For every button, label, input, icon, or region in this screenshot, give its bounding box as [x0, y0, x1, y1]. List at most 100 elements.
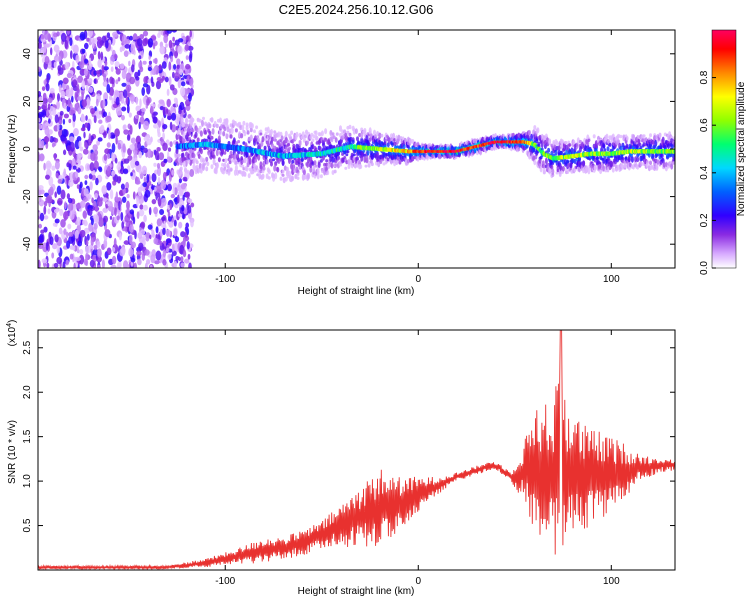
spectrogram-cell: [352, 153, 356, 157]
spectrogram-cell: [309, 166, 313, 173]
noise-cell: [114, 61, 120, 68]
spectrogram-cell: [185, 117, 188, 125]
noise-cell: [163, 220, 166, 229]
noise-cell: [51, 165, 56, 171]
spectrogram-cell: [356, 136, 359, 142]
noise-cell: [170, 55, 174, 63]
spectrogram-cell: [289, 136, 293, 141]
noise-cell: [111, 170, 116, 177]
spectrogram-cell: [303, 134, 307, 139]
noise-cell: [110, 66, 114, 72]
noise-cell: [72, 113, 76, 122]
spectrogram-cell: [642, 153, 646, 160]
spectrogram-cell: [248, 158, 252, 165]
spectrogram-cell: [192, 153, 196, 159]
noise-cell: [67, 97, 71, 108]
noise-cell: [83, 148, 89, 155]
noise-cell: [153, 66, 156, 75]
noise-cell: [111, 77, 115, 85]
noise-cell: [155, 250, 162, 261]
spectrogram-cell: [261, 173, 265, 180]
noise-cell: [149, 189, 154, 195]
noise-cell: [81, 79, 86, 90]
spectrogram-cell: [575, 142, 579, 149]
spectrogram-cell: [201, 119, 204, 127]
noise-cell: [161, 216, 166, 221]
noise-cell: [76, 83, 80, 92]
noise-cell: [70, 141, 75, 152]
noise-cell: [49, 87, 55, 94]
noise-cell: [89, 259, 95, 268]
spectrogram-cell: [615, 168, 618, 172]
noise-cell: [138, 209, 145, 217]
spectrogram-axes: -100 0 100 -40 -20 0 20 40: [22, 30, 675, 285]
noise-cell: [158, 30, 161, 36]
noise-cell: [156, 147, 161, 152]
spectrogram-cell: [287, 143, 290, 147]
noise-cell: [95, 177, 99, 186]
noise-cell: [38, 117, 41, 123]
noise-cell: [80, 115, 86, 123]
spectrogram-cell: [426, 154, 429, 161]
noise-cell: [90, 217, 94, 226]
spectrogram-cell: [270, 128, 273, 136]
noise-cell: [83, 227, 90, 234]
noise-cell: [175, 153, 181, 158]
spectrogram-cell: [533, 159, 537, 166]
spectrogram-cell: [177, 157, 181, 164]
spectrogram-cell: [592, 134, 596, 139]
noise-cell: [116, 163, 122, 171]
noise-cell: [143, 214, 147, 223]
spectrogram-cell: [210, 117, 214, 123]
spectrogram-cell: [322, 142, 325, 148]
noise-cell: [160, 197, 167, 207]
noise-cell: [82, 210, 88, 219]
noise-cell: [39, 46, 45, 56]
noise-cell: [117, 77, 121, 82]
spectrogram-cell: [205, 156, 209, 162]
figure-title: C2E5.2024.256.10.12.G06: [279, 2, 434, 17]
noise-cell: [98, 126, 105, 134]
noise-cell: [116, 262, 121, 268]
noise-cell: [44, 56, 50, 65]
noise-cell: [158, 99, 165, 104]
spectrogram-cell: [324, 137, 328, 142]
noise-cell: [49, 236, 54, 246]
noise-cell: [173, 64, 177, 70]
noise-cell: [113, 237, 117, 248]
noise-cell: [159, 106, 164, 111]
noise-cell: [152, 42, 156, 50]
noise-cell: [106, 247, 112, 256]
noise-cell: [121, 82, 127, 87]
noise-cell: [162, 132, 166, 140]
spectrogram-cell: [649, 133, 652, 138]
spectrogram-cell: [402, 143, 406, 150]
noise-cell: [166, 156, 172, 163]
noise-cell: [66, 193, 70, 200]
noise-cell: [184, 258, 190, 264]
noise-cell: [184, 191, 191, 198]
noise-cell: [53, 44, 60, 53]
noise-cell: [89, 181, 93, 191]
noise-cell: [136, 250, 142, 256]
spectrogram-cell: [211, 127, 215, 135]
spectrogram-cell: [649, 143, 652, 148]
noise-cell: [48, 176, 54, 187]
noise-cell: [159, 209, 165, 215]
noise-cell: [128, 112, 132, 118]
noise-cell: [98, 110, 102, 115]
noise-cell: [158, 64, 162, 71]
spectrogram-cell: [197, 153, 201, 159]
spectrogram-cell: [277, 159, 281, 164]
spectrogram-cell: [224, 158, 228, 164]
noise-cell: [76, 184, 80, 189]
spectrogram-cell: [180, 129, 184, 136]
spectrogram-cell: [259, 132, 263, 136]
spectrogram-cell: [605, 133, 609, 140]
spectrogram-cell: [215, 162, 219, 168]
spectrogram-cell: [378, 132, 382, 139]
noise-cell: [179, 101, 185, 111]
spectrogram-cell: [619, 134, 623, 139]
noise-cell: [67, 202, 74, 212]
spectrogram-cell: [561, 158, 565, 165]
